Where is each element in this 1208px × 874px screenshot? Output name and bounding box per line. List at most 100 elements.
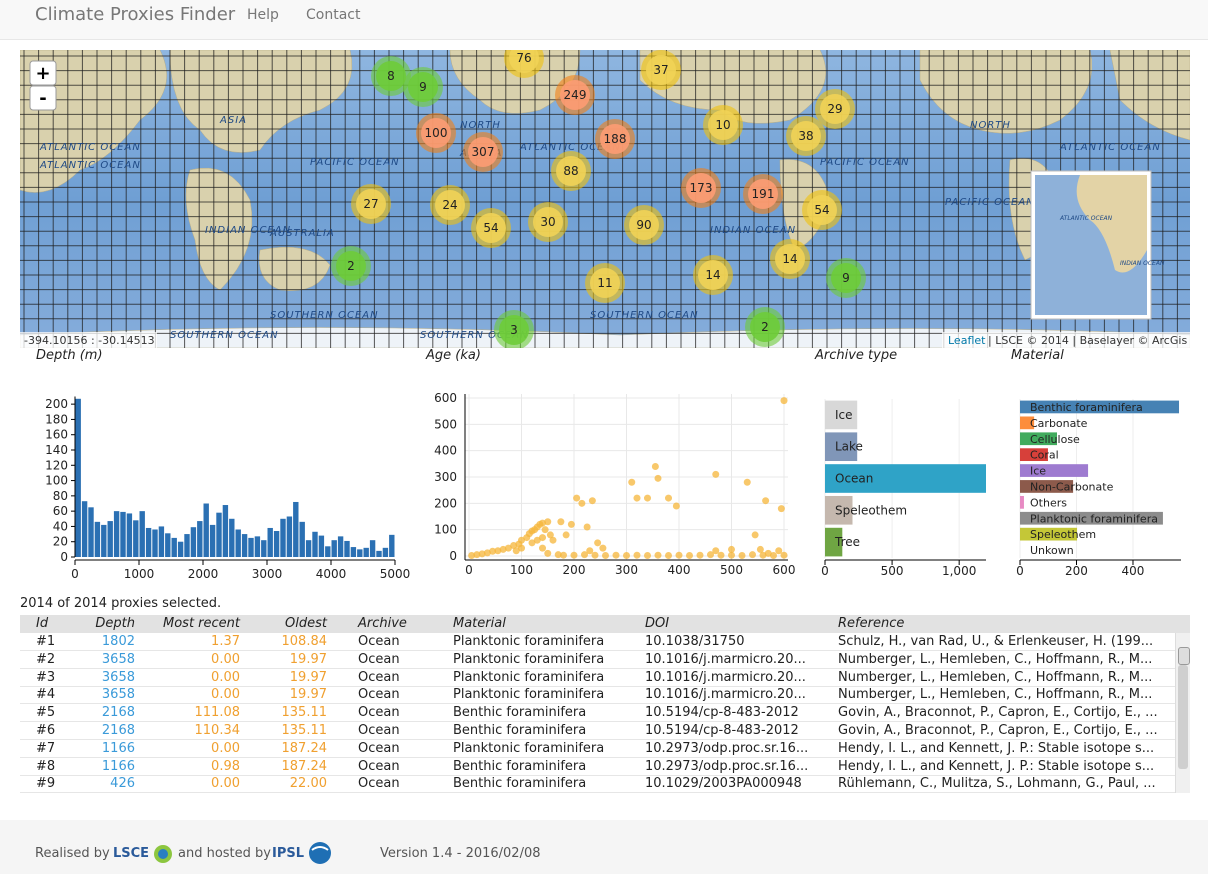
- cluster[interactable]: [408, 72, 438, 102]
- table-cell: #9: [36, 776, 56, 792]
- bar: [101, 524, 107, 557]
- point: [573, 494, 581, 502]
- cluster[interactable]: [509, 50, 539, 73]
- column-header[interactable]: Archive: [358, 616, 407, 631]
- bar[interactable]: [1020, 511, 1163, 525]
- cluster[interactable]: [629, 210, 659, 240]
- table-cell: 0.00: [211, 740, 240, 756]
- cluster[interactable]: [791, 121, 821, 151]
- bar[interactable]: [825, 495, 853, 525]
- cluster-count: 90: [636, 218, 651, 232]
- bar[interactable]: [1020, 480, 1074, 493]
- bar[interactable]: [1020, 495, 1024, 509]
- cluster[interactable]: [421, 118, 451, 148]
- cluster[interactable]: [600, 124, 630, 154]
- bar[interactable]: [1020, 400, 1180, 414]
- point: [518, 544, 525, 552]
- table-cell: Benthic foraminifera: [453, 723, 587, 738]
- footer-link[interactable]: LSCE: [113, 846, 150, 861]
- cluster[interactable]: [686, 173, 716, 203]
- point: [764, 549, 772, 557]
- proxy-table: Id Depth Most recent Oldest Archive Material D…: [20, 615, 1190, 793]
- cluster[interactable]: [556, 156, 586, 186]
- bar-label: Cellulose: [1030, 433, 1080, 446]
- column-header[interactable]: Oldest: [285, 616, 327, 631]
- point: [539, 519, 546, 527]
- bar[interactable]: [1020, 432, 1058, 446]
- cluster[interactable]: [748, 179, 778, 209]
- table-cell: #5: [36, 705, 56, 721]
- row-separator: [20, 756, 1175, 758]
- cluster[interactable]: [560, 80, 590, 110]
- column-header[interactable]: Depth: [95, 616, 135, 631]
- bar: [293, 501, 299, 557]
- column-header[interactable]: Reference: [838, 616, 905, 631]
- cluster[interactable]: [499, 315, 529, 345]
- map-label: PACIFIC OCEAN: [820, 157, 910, 168]
- bar: [88, 507, 94, 557]
- point: [583, 523, 591, 531]
- cluster[interactable]: [775, 244, 805, 274]
- lsce-logo: [154, 845, 172, 863]
- footer-link[interactable]: IPSL: [272, 846, 305, 861]
- column-header[interactable]: Material: [453, 616, 506, 631]
- bar-label: Non-Carbonate: [1030, 480, 1114, 493]
- bar[interactable]: [1020, 448, 1048, 462]
- cluster[interactable]: [590, 268, 620, 298]
- x-tick-label: 500: [881, 564, 904, 578]
- zoom-button[interactable]: [29, 60, 57, 86]
- cluster[interactable]: [476, 213, 506, 243]
- table-cell: #1: [36, 634, 56, 649]
- nav-link[interactable]: Contact: [306, 7, 361, 23]
- cluster[interactable]: [820, 94, 850, 124]
- map[interactable]: ASIAAFRICAAUSTRALIANORTHNORTHPACIFIC OCE…: [20, 50, 1190, 348]
- column-header[interactable]: Id: [36, 616, 49, 631]
- cluster[interactable]: [376, 61, 406, 91]
- zoom-button[interactable]: [29, 85, 57, 111]
- y-tick-label: 100: [45, 474, 68, 488]
- cluster-count: 54: [814, 203, 829, 217]
- cluster[interactable]: [708, 110, 738, 140]
- cluster[interactable]: [533, 207, 563, 237]
- cluster[interactable]: [435, 190, 465, 220]
- scrollbar[interactable]: [1175, 633, 1190, 793]
- cluster-count: 173: [690, 181, 713, 195]
- bar[interactable]: [825, 400, 858, 430]
- point: [499, 545, 507, 553]
- bar: [267, 527, 273, 557]
- bar: [113, 511, 120, 557]
- cluster[interactable]: [646, 55, 676, 85]
- bar[interactable]: [1020, 527, 1078, 541]
- bar[interactable]: [825, 527, 843, 557]
- cluster[interactable]: [468, 137, 498, 167]
- nav-link[interactable]: Help: [247, 7, 279, 23]
- cluster[interactable]: [356, 189, 386, 219]
- attribution-link[interactable]: Leaflet: [948, 334, 986, 347]
- table-cell: Ocean: [358, 740, 400, 756]
- bar[interactable]: [1020, 464, 1089, 477]
- bar[interactable]: [825, 464, 986, 493]
- point: [539, 544, 546, 552]
- x-tick-label: 2000: [188, 567, 219, 581]
- bar[interactable]: [1020, 416, 1035, 430]
- brand[interactable]: Climate Proxies Finder: [35, 4, 236, 25]
- bar[interactable]: [825, 432, 858, 462]
- bar: [139, 511, 145, 557]
- cluster[interactable]: [831, 263, 861, 293]
- table-cell: 111.08: [194, 705, 241, 721]
- y-tick-label: 20: [53, 535, 68, 549]
- bar: [197, 521, 203, 557]
- map-label: NORTH: [460, 120, 501, 131]
- cluster-count: 76: [516, 51, 531, 65]
- table-cell: Ocean: [358, 651, 400, 667]
- cluster[interactable]: [698, 260, 728, 290]
- column-header[interactable]: DOI: [645, 616, 670, 631]
- table-cell: 10.1016/j.marmicro.20...: [645, 669, 806, 685]
- bar: [184, 534, 190, 557]
- cluster[interactable]: [336, 251, 366, 281]
- cluster[interactable]: [807, 195, 837, 225]
- point: [770, 551, 777, 559]
- table-cell: Benthic foraminifera: [453, 758, 587, 774]
- cluster[interactable]: [750, 312, 780, 342]
- column-header[interactable]: Most recent: [163, 616, 240, 631]
